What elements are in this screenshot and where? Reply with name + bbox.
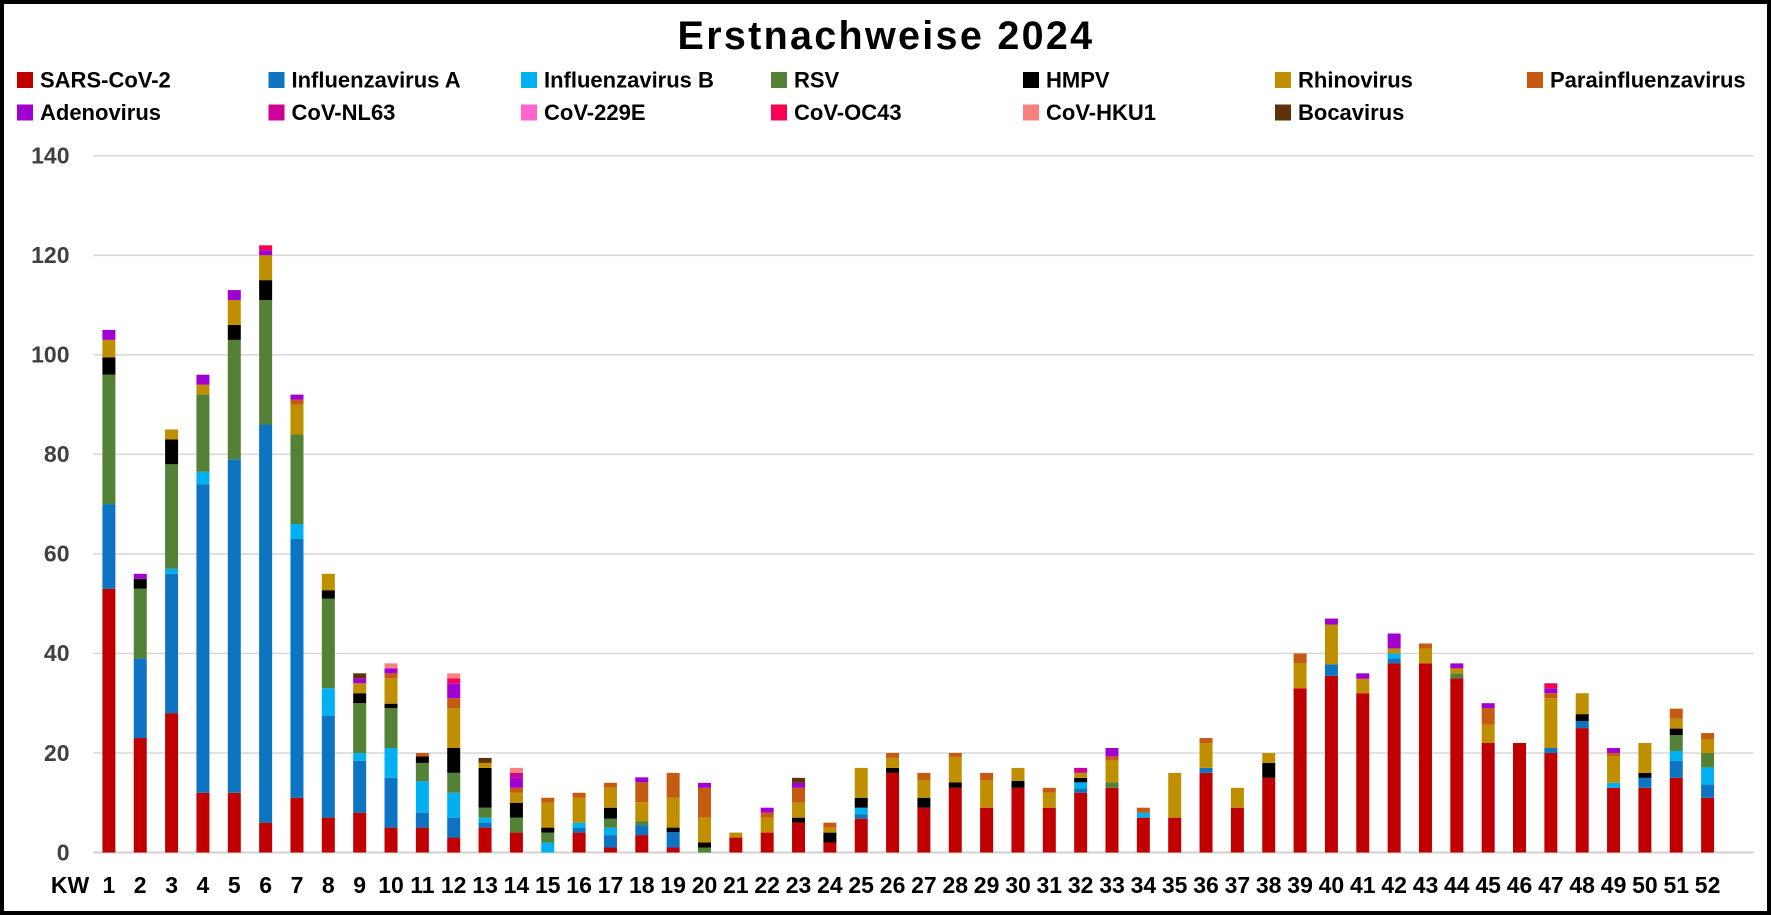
svg-text:33: 33: [1099, 872, 1125, 898]
svg-text:43: 43: [1413, 872, 1439, 898]
svg-text:7: 7: [291, 872, 304, 898]
svg-text:25: 25: [848, 872, 874, 898]
svg-text:16: 16: [566, 872, 592, 898]
svg-text:1: 1: [103, 872, 116, 898]
svg-text:KW: KW: [51, 872, 90, 898]
svg-text:40: 40: [44, 640, 70, 666]
svg-text:17: 17: [598, 872, 624, 898]
svg-text:35: 35: [1162, 872, 1188, 898]
svg-text:RSV: RSV: [794, 68, 840, 93]
svg-text:30: 30: [1005, 872, 1031, 898]
svg-text:26: 26: [880, 872, 906, 898]
svg-text:22: 22: [754, 872, 780, 898]
svg-text:28: 28: [943, 872, 969, 898]
svg-text:21: 21: [723, 872, 749, 898]
svg-text:24: 24: [817, 872, 843, 898]
svg-text:10: 10: [378, 872, 404, 898]
svg-text:31: 31: [1037, 872, 1063, 898]
svg-text:50: 50: [1632, 872, 1658, 898]
svg-text:20: 20: [692, 872, 718, 898]
svg-text:CoV-HKU1: CoV-HKU1: [1046, 100, 1156, 125]
svg-text:52: 52: [1695, 872, 1721, 898]
svg-text:Rhinovirus: Rhinovirus: [1298, 68, 1413, 93]
svg-text:120: 120: [31, 242, 69, 268]
svg-text:13: 13: [472, 872, 498, 898]
svg-text:29: 29: [974, 872, 1000, 898]
svg-text:48: 48: [1569, 872, 1595, 898]
svg-text:38: 38: [1256, 872, 1282, 898]
svg-text:23: 23: [786, 872, 812, 898]
svg-text:37: 37: [1225, 872, 1251, 898]
svg-text:60: 60: [44, 541, 70, 567]
svg-text:3: 3: [165, 872, 178, 898]
svg-text:40: 40: [1319, 872, 1345, 898]
svg-text:CoV-229E: CoV-229E: [544, 100, 646, 125]
svg-text:0: 0: [57, 839, 70, 865]
svg-text:CoV-NL63: CoV-NL63: [292, 100, 396, 125]
svg-text:32: 32: [1068, 872, 1094, 898]
svg-text:36: 36: [1193, 872, 1219, 898]
svg-text:34: 34: [1131, 872, 1157, 898]
svg-text:4: 4: [197, 872, 210, 898]
svg-text:47: 47: [1538, 872, 1564, 898]
svg-text:Parainfluenzavirus: Parainfluenzavirus: [1550, 68, 1746, 93]
svg-text:42: 42: [1381, 872, 1407, 898]
svg-text:51: 51: [1664, 872, 1690, 898]
svg-text:SARS-CoV-2: SARS-CoV-2: [40, 68, 171, 93]
svg-text:45: 45: [1475, 872, 1501, 898]
svg-text:Bocavirus: Bocavirus: [1298, 100, 1404, 125]
svg-text:20: 20: [44, 740, 70, 766]
svg-text:Adenovirus: Adenovirus: [40, 100, 161, 125]
svg-text:140: 140: [31, 143, 69, 169]
svg-text:39: 39: [1287, 872, 1313, 898]
svg-text:27: 27: [911, 872, 937, 898]
svg-text:CoV-OC43: CoV-OC43: [794, 100, 902, 125]
svg-text:Influenzavirus A: Influenzavirus A: [292, 68, 461, 93]
svg-text:Influenzavirus B: Influenzavirus B: [544, 68, 714, 93]
svg-text:Erstnachweise 2024: Erstnachweise 2024: [678, 14, 1095, 58]
svg-text:19: 19: [660, 872, 686, 898]
svg-text:49: 49: [1601, 872, 1627, 898]
svg-text:8: 8: [322, 872, 335, 898]
svg-text:44: 44: [1444, 872, 1470, 898]
svg-text:14: 14: [504, 872, 530, 898]
svg-text:100: 100: [31, 342, 69, 368]
svg-text:80: 80: [44, 441, 70, 467]
svg-text:12: 12: [441, 872, 467, 898]
svg-text:5: 5: [228, 872, 241, 898]
svg-text:18: 18: [629, 872, 655, 898]
svg-text:2: 2: [134, 872, 147, 898]
svg-text:11: 11: [410, 872, 435, 898]
svg-text:46: 46: [1507, 872, 1533, 898]
svg-text:15: 15: [535, 872, 561, 898]
svg-text:9: 9: [353, 872, 366, 898]
svg-text:HMPV: HMPV: [1046, 68, 1110, 93]
svg-text:41: 41: [1350, 872, 1376, 898]
svg-text:6: 6: [259, 872, 272, 898]
